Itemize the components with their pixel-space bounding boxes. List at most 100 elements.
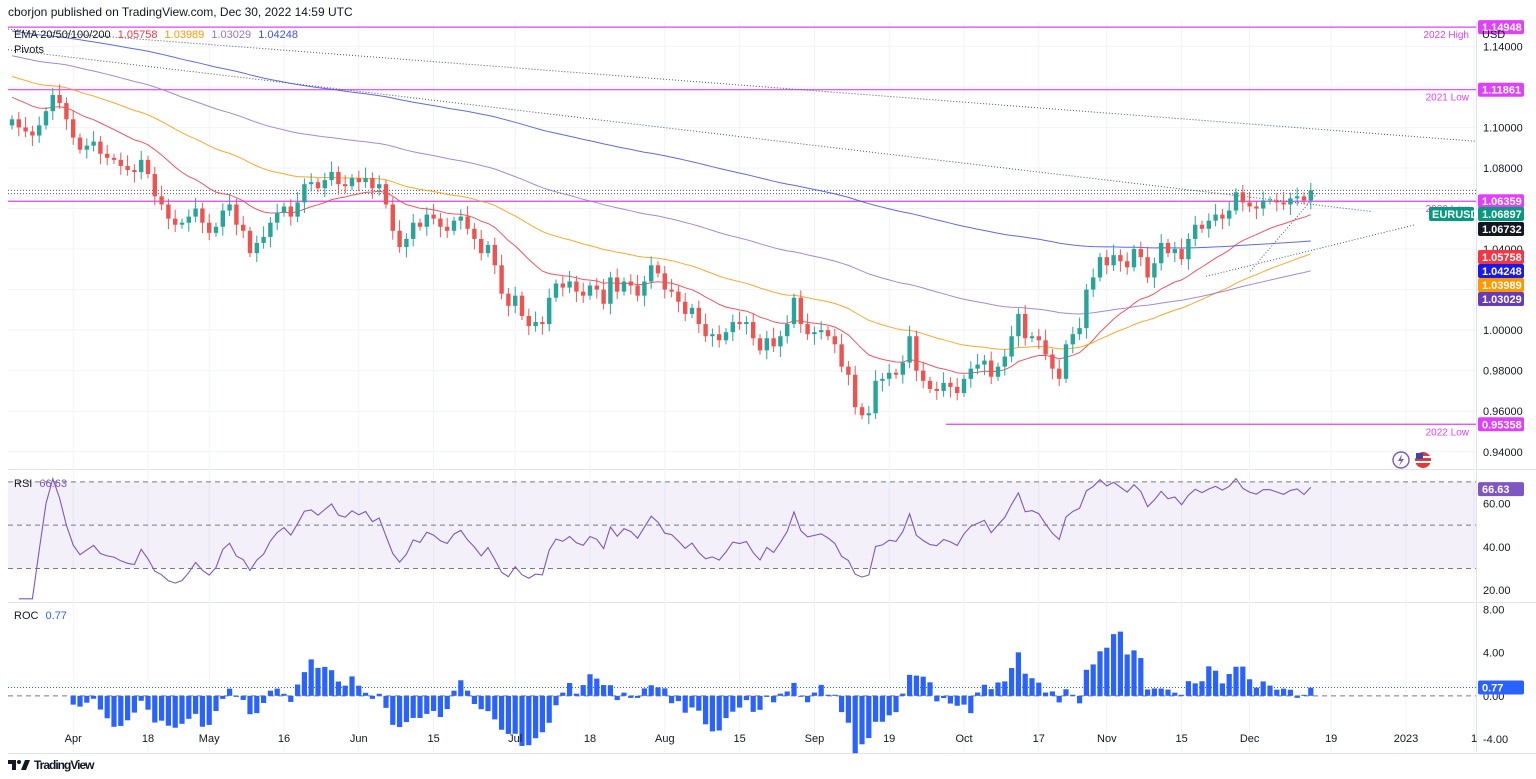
candle[interactable] bbox=[989, 360, 994, 377]
candle[interactable] bbox=[900, 362, 905, 375]
candle[interactable] bbox=[220, 210, 225, 227]
candle[interactable] bbox=[23, 127, 28, 132]
candle[interactable] bbox=[1165, 242, 1171, 254]
candle[interactable] bbox=[458, 216, 463, 221]
candle[interactable] bbox=[751, 322, 756, 339]
candle[interactable] bbox=[111, 157, 117, 160]
candle[interactable] bbox=[193, 208, 198, 217]
candle[interactable] bbox=[615, 277, 620, 292]
candle[interactable] bbox=[472, 228, 477, 239]
candle[interactable] bbox=[349, 178, 355, 187]
candle[interactable] bbox=[1220, 214, 1225, 219]
us-flag-icon[interactable] bbox=[1415, 452, 1431, 468]
candle[interactable] bbox=[1206, 220, 1211, 229]
candle[interactable] bbox=[669, 289, 674, 292]
candle[interactable] bbox=[213, 226, 219, 233]
candle[interactable] bbox=[343, 184, 348, 187]
candle[interactable] bbox=[227, 204, 232, 211]
candle[interactable] bbox=[785, 324, 790, 337]
ema-legend[interactable]: EMA 20/50/100/200 1.05758 1.03989 1.0302… bbox=[14, 29, 298, 41]
candle[interactable] bbox=[1274, 200, 1279, 203]
candle[interactable] bbox=[1077, 328, 1082, 335]
candle[interactable] bbox=[281, 206, 287, 213]
candle[interactable] bbox=[309, 182, 314, 185]
candle[interactable] bbox=[703, 324, 708, 337]
candle[interactable] bbox=[1152, 263, 1157, 278]
candle[interactable] bbox=[676, 291, 681, 302]
candle[interactable] bbox=[948, 382, 953, 387]
candle[interactable] bbox=[1050, 354, 1055, 369]
candle[interactable] bbox=[771, 338, 776, 347]
candle[interactable] bbox=[132, 169, 137, 173]
candle[interactable] bbox=[247, 230, 253, 254]
candle[interactable] bbox=[1159, 242, 1164, 264]
candle[interactable] bbox=[825, 330, 831, 337]
candle[interactable] bbox=[866, 413, 871, 416]
candle[interactable] bbox=[737, 322, 742, 325]
candle[interactable] bbox=[118, 159, 123, 166]
candle[interactable] bbox=[315, 182, 321, 189]
candle[interactable] bbox=[689, 307, 695, 314]
candle[interactable] bbox=[1213, 214, 1218, 221]
candle[interactable] bbox=[635, 285, 640, 296]
candle[interactable] bbox=[941, 382, 946, 391]
candle[interactable] bbox=[499, 265, 504, 294]
candle[interactable] bbox=[859, 407, 865, 416]
candle[interactable] bbox=[526, 315, 531, 327]
candle[interactable] bbox=[649, 265, 654, 282]
candle[interactable] bbox=[1036, 336, 1041, 341]
candle[interactable] bbox=[485, 245, 491, 254]
candle[interactable] bbox=[1247, 202, 1252, 207]
candle[interactable] bbox=[1016, 313, 1021, 337]
candle[interactable] bbox=[1043, 340, 1048, 355]
candle[interactable] bbox=[907, 336, 912, 363]
candle[interactable] bbox=[98, 141, 103, 154]
candle[interactable] bbox=[621, 281, 627, 292]
candle[interactable] bbox=[241, 224, 246, 231]
candle[interactable] bbox=[1023, 313, 1028, 339]
candle[interactable] bbox=[642, 281, 647, 296]
candle[interactable] bbox=[288, 206, 293, 217]
candle[interactable] bbox=[574, 281, 579, 292]
candle[interactable] bbox=[1227, 210, 1232, 219]
rsi-label[interactable]: RSI 66.63 bbox=[14, 478, 67, 490]
candle[interactable] bbox=[955, 386, 960, 393]
lightning-icon[interactable] bbox=[1392, 451, 1410, 469]
candle[interactable] bbox=[465, 216, 470, 229]
candle[interactable] bbox=[438, 218, 443, 227]
candle[interactable] bbox=[1097, 257, 1103, 278]
candle[interactable] bbox=[567, 281, 572, 288]
candle[interactable] bbox=[778, 336, 783, 347]
candle[interactable] bbox=[363, 178, 368, 183]
candle[interactable] bbox=[581, 291, 586, 296]
candle[interactable] bbox=[1009, 336, 1014, 357]
candle[interactable] bbox=[1104, 257, 1109, 266]
candle[interactable] bbox=[1091, 277, 1096, 290]
candle[interactable] bbox=[1199, 224, 1205, 229]
candle[interactable] bbox=[71, 119, 76, 138]
candle[interactable] bbox=[9, 119, 15, 126]
candle[interactable] bbox=[1281, 202, 1286, 205]
candle[interactable] bbox=[975, 364, 980, 369]
candle[interactable] bbox=[1172, 249, 1177, 254]
candle[interactable] bbox=[846, 366, 851, 375]
candle[interactable] bbox=[853, 374, 858, 408]
candle[interactable] bbox=[982, 360, 987, 365]
candle[interactable] bbox=[880, 378, 885, 381]
candle[interactable] bbox=[125, 165, 130, 170]
candle[interactable] bbox=[64, 103, 69, 120]
candle[interactable] bbox=[329, 172, 334, 181]
candle[interactable] bbox=[1057, 368, 1062, 379]
candle[interactable] bbox=[1308, 190, 1313, 201]
candle[interactable] bbox=[451, 220, 457, 231]
candle[interactable] bbox=[819, 330, 824, 333]
candle[interactable] bbox=[159, 196, 164, 205]
candle[interactable] bbox=[723, 332, 729, 341]
candle[interactable] bbox=[506, 293, 511, 306]
candle[interactable] bbox=[547, 297, 552, 325]
candle[interactable] bbox=[417, 222, 423, 227]
roc-label[interactable]: ROC 0.77 bbox=[14, 610, 67, 622]
candle[interactable] bbox=[1261, 200, 1266, 209]
candle[interactable] bbox=[887, 372, 892, 379]
candle[interactable] bbox=[655, 265, 661, 274]
